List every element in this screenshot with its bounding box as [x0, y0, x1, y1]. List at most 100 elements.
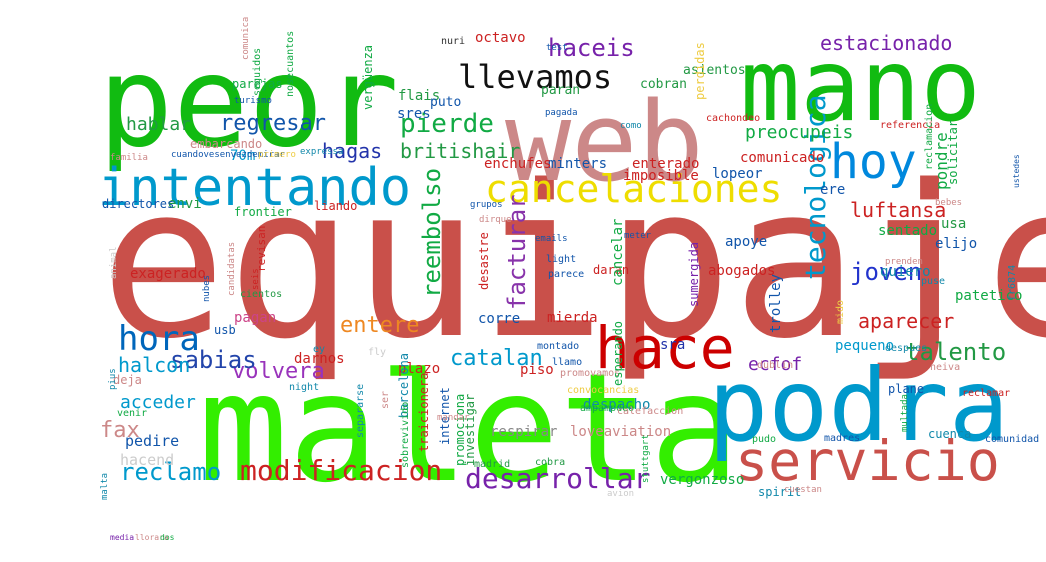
word-48: plazo	[398, 361, 440, 377]
word-136: nubes	[202, 275, 212, 302]
word-16: haceis	[548, 34, 635, 62]
word-143: perdidas	[693, 42, 707, 100]
word-155: esperando	[611, 321, 625, 386]
word-71: envi	[168, 196, 202, 212]
word-90: light	[546, 254, 576, 265]
word-95: plane	[888, 382, 924, 396]
word-166: dos	[160, 533, 175, 542]
word-116: fr6874	[1007, 265, 1018, 301]
word-69: enchufes	[484, 156, 551, 172]
word-30: britishair	[400, 139, 520, 163]
word-131: como	[620, 121, 642, 131]
word-7: hace	[595, 314, 735, 382]
word-148: cancelar	[610, 219, 626, 286]
word-33: pondre	[932, 132, 951, 190]
word-28: catalan	[450, 346, 543, 371]
word-113: venir	[117, 408, 147, 419]
word-118: prenden	[885, 257, 923, 267]
word-22: reclamo	[120, 458, 221, 486]
word-53: exagerado	[130, 266, 206, 282]
word-122: bebes	[935, 198, 962, 208]
word-134: comunica	[241, 17, 251, 60]
word-81: paran	[541, 83, 580, 98]
word-42: vergonzoso	[660, 472, 744, 488]
word-62: comunicado	[740, 150, 824, 166]
word-59: pequeno	[835, 338, 894, 354]
word-144: solicitar	[946, 120, 960, 185]
word-147: desastre	[477, 232, 491, 290]
word-2: peor	[98, 30, 399, 175]
word-142: seguidos	[252, 48, 263, 96]
word-50: mierda	[547, 310, 598, 326]
word-109: night	[289, 382, 319, 393]
word-138: animal	[109, 246, 119, 279]
word-13: desarrollar	[465, 462, 650, 495]
word-45: loveaviation	[570, 424, 671, 440]
word-54: apoye	[725, 234, 767, 250]
word-70: 70m	[230, 148, 255, 164]
word-126: cuandovesenvezdemirar	[171, 150, 285, 160]
word-140: vergüenza	[361, 45, 375, 110]
word-49: corre	[478, 311, 520, 327]
word-19: joven	[850, 258, 922, 286]
word-89: daran	[593, 263, 629, 277]
word-146: ustedes	[1012, 154, 1021, 188]
word-39: fax	[100, 418, 140, 443]
word-72: frontier	[234, 205, 292, 219]
word-31: luftansa	[850, 198, 946, 222]
word-9: hoy	[830, 134, 917, 190]
word-73: liando	[314, 199, 357, 213]
word-66: enterado	[632, 156, 699, 172]
word-87: cientos	[240, 289, 282, 300]
word-156: barcelona	[397, 353, 411, 418]
word-163: candidatas	[227, 242, 237, 296]
word-112: calefaccion	[617, 406, 683, 417]
word-158: sobrevivido	[400, 402, 411, 468]
word-114: malta	[100, 473, 110, 500]
word-40: pedire	[125, 432, 179, 450]
word-38: hablar	[126, 114, 191, 135]
word-145: reclamacion	[924, 104, 935, 170]
word-88: revisan	[255, 226, 268, 272]
word-133: test	[546, 43, 568, 53]
word-111: ampampdeo	[580, 403, 634, 414]
word-94: cuenca	[928, 427, 971, 441]
word-32: hagas	[322, 139, 382, 163]
word-108: ey	[313, 344, 325, 355]
word-65: lopeor	[712, 166, 763, 182]
word-162: mandar	[437, 413, 470, 423]
word-0: equipaje	[100, 140, 1046, 385]
word-137: seis	[251, 268, 261, 290]
word-36: acceder	[120, 392, 196, 413]
word-76: sres	[397, 106, 431, 122]
word-41: hacend	[120, 451, 174, 469]
word-149: sumergida	[687, 242, 701, 307]
word-15: tecnologica	[799, 95, 832, 280]
word-8: servicio	[735, 429, 1000, 493]
word-3: web	[505, 78, 704, 206]
word-1: maleta	[198, 342, 740, 516]
word-84: nuri	[441, 36, 465, 47]
word-60: sra	[660, 337, 685, 353]
word-125: familia	[110, 153, 148, 163]
word-152: investigar	[463, 394, 477, 466]
word-75: directores	[102, 197, 174, 211]
word-154: internet	[438, 387, 452, 445]
word-26: estacionado	[820, 31, 952, 55]
word-117: puse	[921, 276, 945, 287]
word-68: minters	[548, 156, 607, 172]
word-67: imposible	[623, 168, 699, 184]
word-82: puto	[430, 95, 461, 110]
word-124: usa	[941, 216, 966, 232]
word-56: elijo	[935, 236, 977, 252]
word-121: grupos	[470, 200, 503, 210]
word-20: volvera	[232, 359, 325, 384]
word-165: llorara	[135, 533, 169, 542]
word-103: avion	[607, 489, 634, 499]
word-115: neiva	[930, 362, 960, 373]
word-135: turismo	[234, 96, 272, 106]
word-150: mido	[835, 300, 846, 324]
word-123: dirque	[479, 215, 512, 225]
word-101: despues	[885, 343, 927, 354]
